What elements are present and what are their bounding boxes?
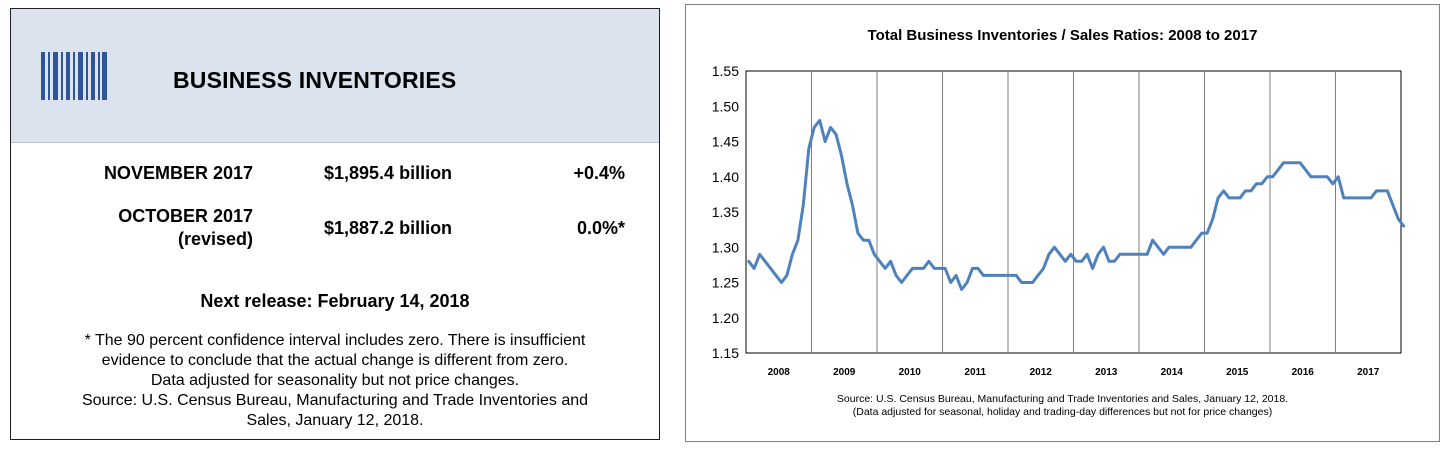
x-tick-label: 2009 [833, 367, 856, 378]
y-tick-label: 1.15 [712, 345, 739, 361]
y-tick-label: 1.30 [712, 239, 739, 255]
x-tick-label: 2011 [964, 367, 986, 378]
period-label-line: NOVEMBER 2017 [103, 163, 253, 183]
y-tick-label: 1.50 [712, 98, 739, 114]
y-tick-label: 1.25 [712, 275, 739, 291]
panel-header: BUSINESS INVENTORIES [11, 9, 659, 143]
business-inventories-panel: BUSINESS INVENTORIES NOVEMBER 2017 $1,89… [10, 8, 660, 440]
x-tick-label: 2014 [1161, 367, 1184, 378]
y-tick-label: 1.45 [712, 134, 739, 150]
x-tick-label: 2016 [1292, 367, 1315, 378]
chart-title: Total Business Inventories / Sales Ratio… [867, 27, 1258, 44]
footnote-line: Source: U.S. Census Bureau, Manufacturin… [81, 392, 589, 409]
footnote-line: evidence to conclude that the actual cha… [101, 352, 569, 369]
source-line: (Data adjusted for seasonal, holiday and… [852, 406, 1273, 418]
chart-panel: Total Business Inventories / Sales Ratio… [685, 4, 1440, 442]
y-tick-label: 1.20 [712, 310, 739, 326]
footnote: * The 90 percent confidence interval inc… [29, 331, 641, 431]
barcode-icon [41, 52, 107, 100]
percent-change: 0.0%* [576, 218, 625, 238]
source-line: Source: U.S. Census Bureau, Manufacturin… [836, 393, 1289, 405]
x-tick-label: 2008 [768, 367, 791, 378]
footnote-line: * The 90 percent confidence interval inc… [84, 332, 586, 349]
x-tick-label: 2010 [899, 367, 922, 378]
percent-change: +0.4% [573, 163, 625, 183]
period-label: NOVEMBER 2017 [31, 162, 253, 185]
x-tick-label: 2017 [1357, 367, 1380, 378]
inventory-sales-ratio-line [747, 118, 1406, 291]
period-label-line: (revised) [177, 229, 253, 249]
y-tick-label: 1.40 [712, 169, 739, 185]
panel-title: BUSINESS INVENTORIES [173, 67, 457, 93]
period-label-line: OCTOBER 2017 [118, 206, 253, 226]
line-chart: 1.15 1.20 1.25 1.30 1.35 1.40 1.45 1.50 1.55 2008… [712, 63, 1406, 378]
y-tick-label: 1.55 [712, 63, 739, 79]
y-tick-label: 1.35 [712, 204, 739, 220]
next-release: Next release: February 14, 2018 [200, 291, 470, 311]
x-tick-label: 2012 [1030, 367, 1053, 378]
footnote-line: Sales, January 12, 2018. [246, 412, 424, 429]
x-tick-label: 2015 [1226, 367, 1249, 378]
footnote-line: Data adjusted for seasonality but not pr… [150, 372, 520, 389]
inventory-value: $1,895.4 billion [324, 163, 453, 183]
x-tick-label: 2013 [1095, 367, 1118, 378]
period-label: OCTOBER 2017 (revised) [31, 205, 253, 251]
chart-source: Source: U.S. Census Bureau, Manufacturin… [686, 393, 1439, 419]
inventory-value: $1,887.2 billion [324, 218, 453, 238]
